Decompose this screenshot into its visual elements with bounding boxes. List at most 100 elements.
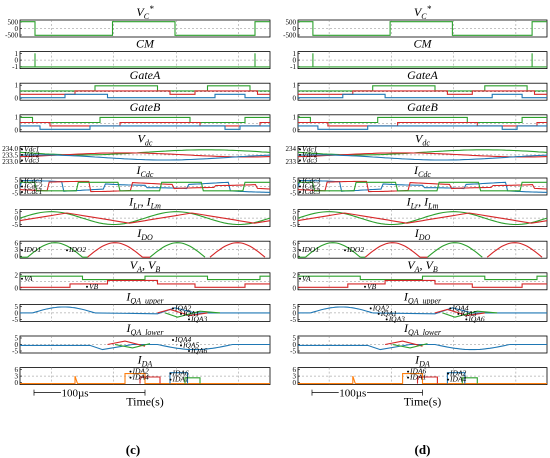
tick-label: 0 [293, 215, 297, 223]
series-va [20, 275, 270, 281]
annotation-label: IQA5 [182, 341, 199, 350]
panel-d: VC*5000-500CM10-1GateA10GateB10Vdc234233… [283, 4, 548, 457]
tick-label: -5 [12, 190, 18, 198]
annotation-dot [457, 312, 460, 315]
annotation-dot [188, 318, 190, 321]
series-iqa-upper [434, 308, 485, 317]
subplot-cm: CM 10-1 [290, 37, 548, 71]
series-gatea-3 [20, 93, 270, 99]
annotation-label: IQA4 [451, 303, 468, 312]
annotation-label: IDA2 [132, 367, 149, 376]
tick-label: -500 [5, 32, 18, 40]
annotation-label: IQA1 [380, 309, 397, 318]
annotation-label: Vdc2 [302, 150, 318, 159]
subplot-title: VA, VB [130, 258, 161, 274]
tick-label: 5 [15, 208, 19, 216]
panel-label: (c) [126, 442, 140, 457]
subplot-title: CM [414, 37, 433, 51]
annotation-dot [180, 312, 182, 315]
tick-label: 6 [293, 240, 297, 248]
series-gatea-1 [20, 85, 270, 92]
subplot-title: IQA_upper [403, 289, 442, 305]
series-iqa-upper [32, 306, 96, 314]
annotation-dot [364, 285, 366, 288]
tick-label: 0 [15, 341, 19, 349]
annotation-label: Vdc1 [24, 144, 39, 153]
annotation-label: ICdc1 [23, 187, 42, 196]
annotation-label: ICdc3 [301, 187, 321, 196]
series-iqa-upper [442, 310, 498, 318]
tick-label: 0 [15, 253, 19, 261]
subplot-title: ILr, ILm [128, 195, 161, 211]
tick-label: 5 [15, 303, 19, 311]
series-gateb-1 [298, 116, 547, 124]
series-gatea-2 [298, 90, 547, 95]
tick-label: 1 [15, 50, 19, 58]
annotation-dot [465, 318, 468, 321]
tick-label: 2 [293, 271, 297, 279]
series-ida [416, 376, 438, 384]
series-ido1 [149, 242, 206, 258]
tick-label: 1 [15, 113, 19, 121]
subplot-title: GateB [407, 100, 438, 114]
annotation-label: IQA5 [459, 309, 476, 318]
series-iqa-lower [392, 343, 428, 349]
subplot-i-do: IDO 630 IDO1 IDO2 [15, 226, 271, 261]
tick-label: 0 [15, 25, 19, 33]
series-gateb-3 [298, 125, 547, 130]
tick-label: 234 [286, 145, 297, 153]
tick-label: 0 [15, 309, 19, 317]
tick-label: 0 [293, 253, 297, 261]
annotation-label: IQA3 [190, 314, 207, 323]
subplot-v-a-v-b: VA, VB 2 0 VA VB [293, 258, 548, 292]
subplot-title: IDA [137, 353, 153, 369]
tick-label: 1 [293, 113, 297, 121]
tick-label: 0 [293, 25, 297, 33]
subplot-i-do: IDO 630 IDO1 IDO2 [293, 226, 548, 261]
tick-label: 0 [293, 379, 297, 387]
series-ida [20, 373, 270, 385]
annotation-label: IQA2 [174, 303, 191, 312]
series-gateb-3 [20, 125, 270, 130]
tick-label: -5 [12, 221, 18, 229]
subplot-title: IDO [136, 226, 153, 242]
annotation-label: Vdc1 [302, 144, 317, 153]
subplot-i-qa-lower: IQA_lower 50-5 [290, 321, 548, 356]
annotation-label: Vdc3 [302, 155, 318, 164]
annotation-dot [21, 180, 23, 182]
tick-label: -5 [290, 221, 296, 229]
subplot-title: GateB [130, 100, 161, 114]
series-gatea-3 [298, 93, 547, 99]
series-icdc-2 [297, 180, 548, 193]
subplot-gatea: GateA 1 0 [293, 68, 548, 103]
series-vb [20, 279, 270, 288]
annotation-label: IQA4 [174, 335, 191, 344]
annotation-dot [299, 249, 301, 252]
annotation-dot [21, 153, 23, 156]
tick-label: 0 [15, 57, 19, 65]
tick-label: 0 [15, 379, 19, 387]
annotation-label: ICdc3 [23, 176, 43, 185]
tick-label: 6 [15, 240, 19, 248]
annotation-dot [299, 153, 301, 156]
tick-label: 233.0 [2, 158, 18, 166]
annotation-label: IDA1 [172, 375, 189, 384]
annotation-dot [66, 249, 68, 252]
series-gateb-1 [20, 116, 270, 124]
annotation-dot [449, 307, 452, 310]
annotation-dot [407, 370, 410, 373]
tick-label: 1 [15, 82, 19, 90]
series-vc [20, 21, 270, 36]
series-ida [298, 373, 547, 385]
subplot-title: VC* [136, 4, 154, 21]
tick-label: 3 [293, 373, 297, 381]
tick-label: 1 [293, 82, 297, 90]
series-ida [139, 376, 161, 384]
series-iqa-lower [20, 343, 158, 351]
subplot-gateb: GateB 1 0 [15, 100, 271, 134]
annotation-dot [447, 378, 450, 381]
annotation-label: IDA4 [449, 375, 466, 384]
